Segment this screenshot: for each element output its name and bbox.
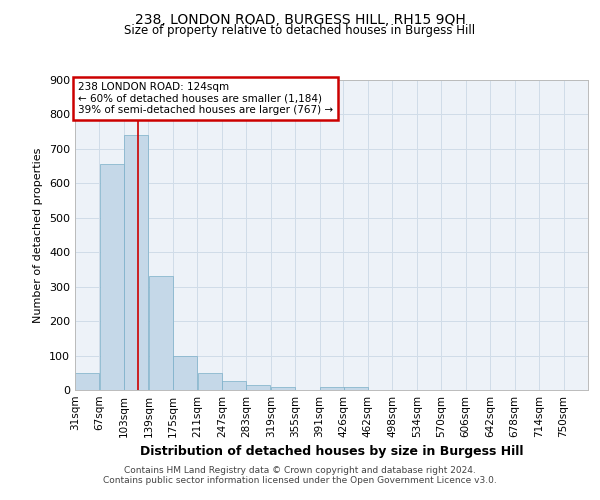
Bar bbox=[173, 356, 197, 390]
Bar bbox=[271, 386, 295, 390]
Bar bbox=[100, 164, 124, 390]
Text: Contains HM Land Registry data © Crown copyright and database right 2024.: Contains HM Land Registry data © Crown c… bbox=[124, 466, 476, 475]
Text: 238, LONDON ROAD, BURGESS HILL, RH15 9QH: 238, LONDON ROAD, BURGESS HILL, RH15 9QH bbox=[134, 12, 466, 26]
Text: Size of property relative to detached houses in Burgess Hill: Size of property relative to detached ho… bbox=[124, 24, 476, 37]
Bar bbox=[75, 373, 99, 390]
Bar bbox=[149, 276, 173, 390]
X-axis label: Distribution of detached houses by size in Burgess Hill: Distribution of detached houses by size … bbox=[140, 446, 523, 458]
Bar bbox=[344, 386, 368, 390]
Bar bbox=[197, 373, 221, 390]
Bar bbox=[247, 385, 271, 390]
Text: Contains public sector information licensed under the Open Government Licence v3: Contains public sector information licen… bbox=[103, 476, 497, 485]
Text: 238 LONDON ROAD: 124sqm
← 60% of detached houses are smaller (1,184)
39% of semi: 238 LONDON ROAD: 124sqm ← 60% of detache… bbox=[78, 82, 333, 115]
Bar bbox=[222, 382, 246, 390]
Bar bbox=[124, 135, 148, 390]
Y-axis label: Number of detached properties: Number of detached properties bbox=[34, 148, 43, 322]
Bar bbox=[320, 386, 344, 390]
